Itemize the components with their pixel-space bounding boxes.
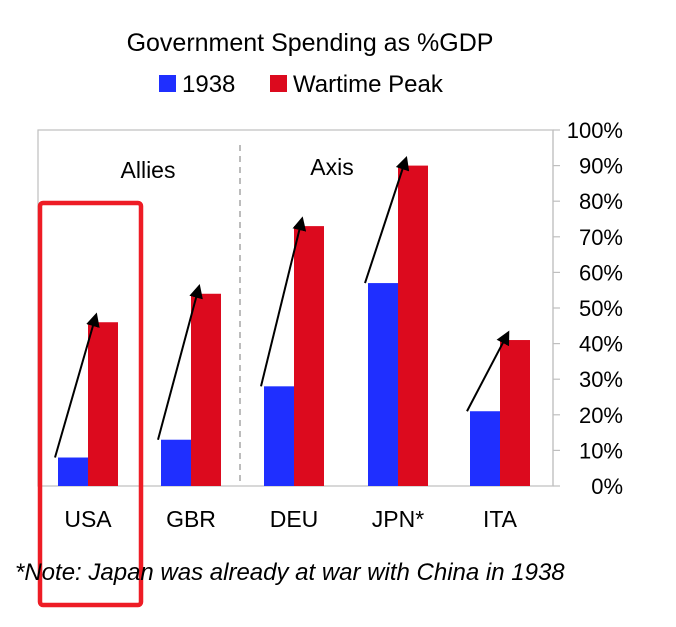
x-tick-label-ita: ITA	[483, 506, 518, 532]
bar-wartime-peak-ita	[500, 340, 530, 486]
arrow-jpn	[364, 155, 410, 284]
y-tick-label: 40%	[579, 332, 623, 357]
y-tick-label: 20%	[579, 403, 623, 428]
arrow-deu	[260, 216, 307, 387]
x-tick-label-usa: USA	[64, 506, 112, 532]
usa-highlight-box	[37, 200, 144, 608]
bar-wartime-peak-usa	[88, 322, 118, 486]
arrow-usa	[54, 312, 100, 458]
y-tick-label: 60%	[579, 260, 623, 285]
x-tick-label-deu: DEU	[270, 506, 319, 532]
x-tick-label-jpn: JPN*	[372, 506, 424, 532]
footnote: *Note: Japan was already at war with Chi…	[15, 559, 565, 586]
legend: 1938 Wartime Peak	[159, 71, 444, 98]
legend-label-wartime-peak: Wartime Peak	[293, 71, 444, 98]
bar-1938-jpn	[368, 283, 398, 486]
arrows	[54, 155, 510, 458]
bar-wartime-peak-gbr	[191, 293, 221, 486]
y-tick-label: 100%	[567, 118, 623, 143]
bar-1938-usa	[58, 457, 88, 486]
bar-wartime-peak-jpn	[398, 165, 428, 486]
y-tick-label: 80%	[579, 189, 623, 214]
arrow-gbr	[157, 284, 203, 440]
legend-swatch-wartime-peak	[270, 75, 287, 92]
y-tick-label: 0%	[591, 474, 623, 499]
bar-1938-gbr	[161, 439, 191, 486]
group-label-axis: Axis	[310, 154, 353, 180]
bar-1938-ita	[470, 411, 500, 486]
y-tick-label: 90%	[579, 154, 623, 179]
chart-title: Government Spending as %GDP	[127, 29, 494, 57]
group-label-allies: Allies	[121, 157, 176, 183]
y-tick-label: 50%	[579, 296, 623, 321]
bar-wartime-peak-deu	[294, 226, 324, 486]
y-tick-label: 10%	[579, 438, 623, 463]
bar-1938-deu	[264, 386, 294, 486]
bars	[58, 165, 530, 486]
y-tick-label: 70%	[579, 225, 623, 250]
legend-swatch-1938	[159, 75, 176, 92]
arrow-ita	[466, 330, 510, 412]
x-axis-labels: USA GBR DEU JPN* ITA	[64, 506, 517, 532]
y-axis: 0% 10% 20% 30% 40% 50% 60% 70% 80% 90% 100%	[552, 118, 623, 499]
x-tick-label-gbr: GBR	[166, 506, 216, 532]
legend-label-1938: 1938	[182, 71, 235, 98]
y-tick-label: 30%	[579, 367, 623, 392]
